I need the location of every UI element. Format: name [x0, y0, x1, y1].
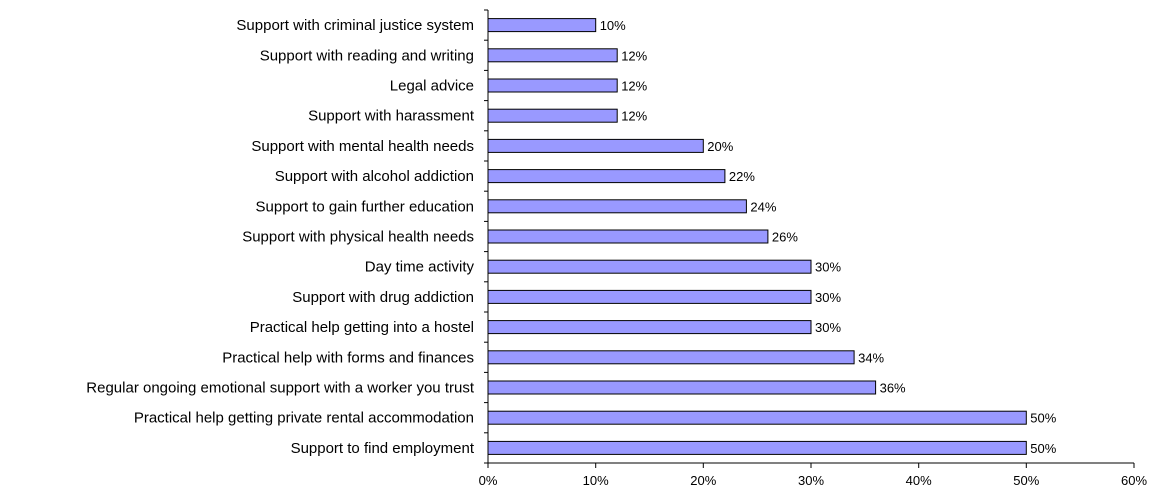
x-tick-label: 60% [1121, 473, 1147, 488]
data-label: 30% [815, 290, 841, 305]
category-label: Support to gain further education [256, 198, 474, 215]
bar [487, 48, 618, 63]
data-label: 12% [621, 109, 647, 124]
bar [487, 78, 618, 93]
category-label: Support with physical health needs [242, 229, 474, 246]
bar [487, 320, 812, 335]
axes-layer [484, 9, 1135, 468]
category-label: Support with mental health needs [251, 138, 474, 155]
category-label: Support with harassment [308, 108, 475, 125]
x-tick-label: 0% [479, 473, 498, 488]
data-label: 30% [815, 260, 841, 275]
labels-layer: Support with criminal justice system 10% S… [86, 17, 1147, 488]
bar [487, 380, 877, 395]
data-label: 50% [1030, 441, 1056, 456]
x-tick-label: 30% [798, 473, 824, 488]
bar [487, 199, 747, 214]
data-label: 26% [772, 230, 798, 245]
bars-layer [487, 18, 1027, 455]
bar [487, 18, 597, 33]
category-label: Support with alcohol addiction [275, 168, 474, 185]
category-label: Practical help getting private rental ac… [134, 410, 474, 427]
data-label: 30% [815, 320, 841, 335]
bar [487, 410, 1027, 425]
data-label: 22% [729, 169, 755, 184]
bar [487, 138, 704, 153]
bar [487, 289, 812, 304]
data-label: 12% [621, 79, 647, 94]
data-label: 24% [750, 199, 776, 214]
category-label: Support with criminal justice system [236, 17, 474, 34]
data-label: 50% [1030, 411, 1056, 426]
x-tick-label: 40% [906, 473, 932, 488]
data-label: 34% [858, 350, 884, 365]
data-label: 36% [880, 381, 906, 396]
category-label: Support with drug addiction [292, 289, 474, 306]
bar [487, 229, 769, 244]
data-label: 10% [600, 18, 626, 33]
category-label: Support to find employment [291, 440, 475, 457]
x-tick-label: 50% [1013, 473, 1039, 488]
category-label: Regular ongoing emotional support with a… [86, 380, 475, 397]
category-label: Legal advice [390, 78, 474, 95]
category-label: Day time activity [365, 259, 475, 276]
bar [487, 350, 855, 365]
bar [487, 108, 618, 123]
bar [487, 440, 1027, 455]
x-tick-label: 20% [690, 473, 716, 488]
x-tick-label: 10% [583, 473, 609, 488]
category-label: Practical help getting into a hostel [250, 319, 474, 336]
data-label: 20% [707, 139, 733, 154]
data-label: 12% [621, 48, 647, 63]
bar [487, 169, 726, 184]
category-label: Practical help with forms and finances [222, 349, 474, 366]
bar [487, 259, 812, 274]
category-label: Support with reading and writing [260, 47, 474, 64]
